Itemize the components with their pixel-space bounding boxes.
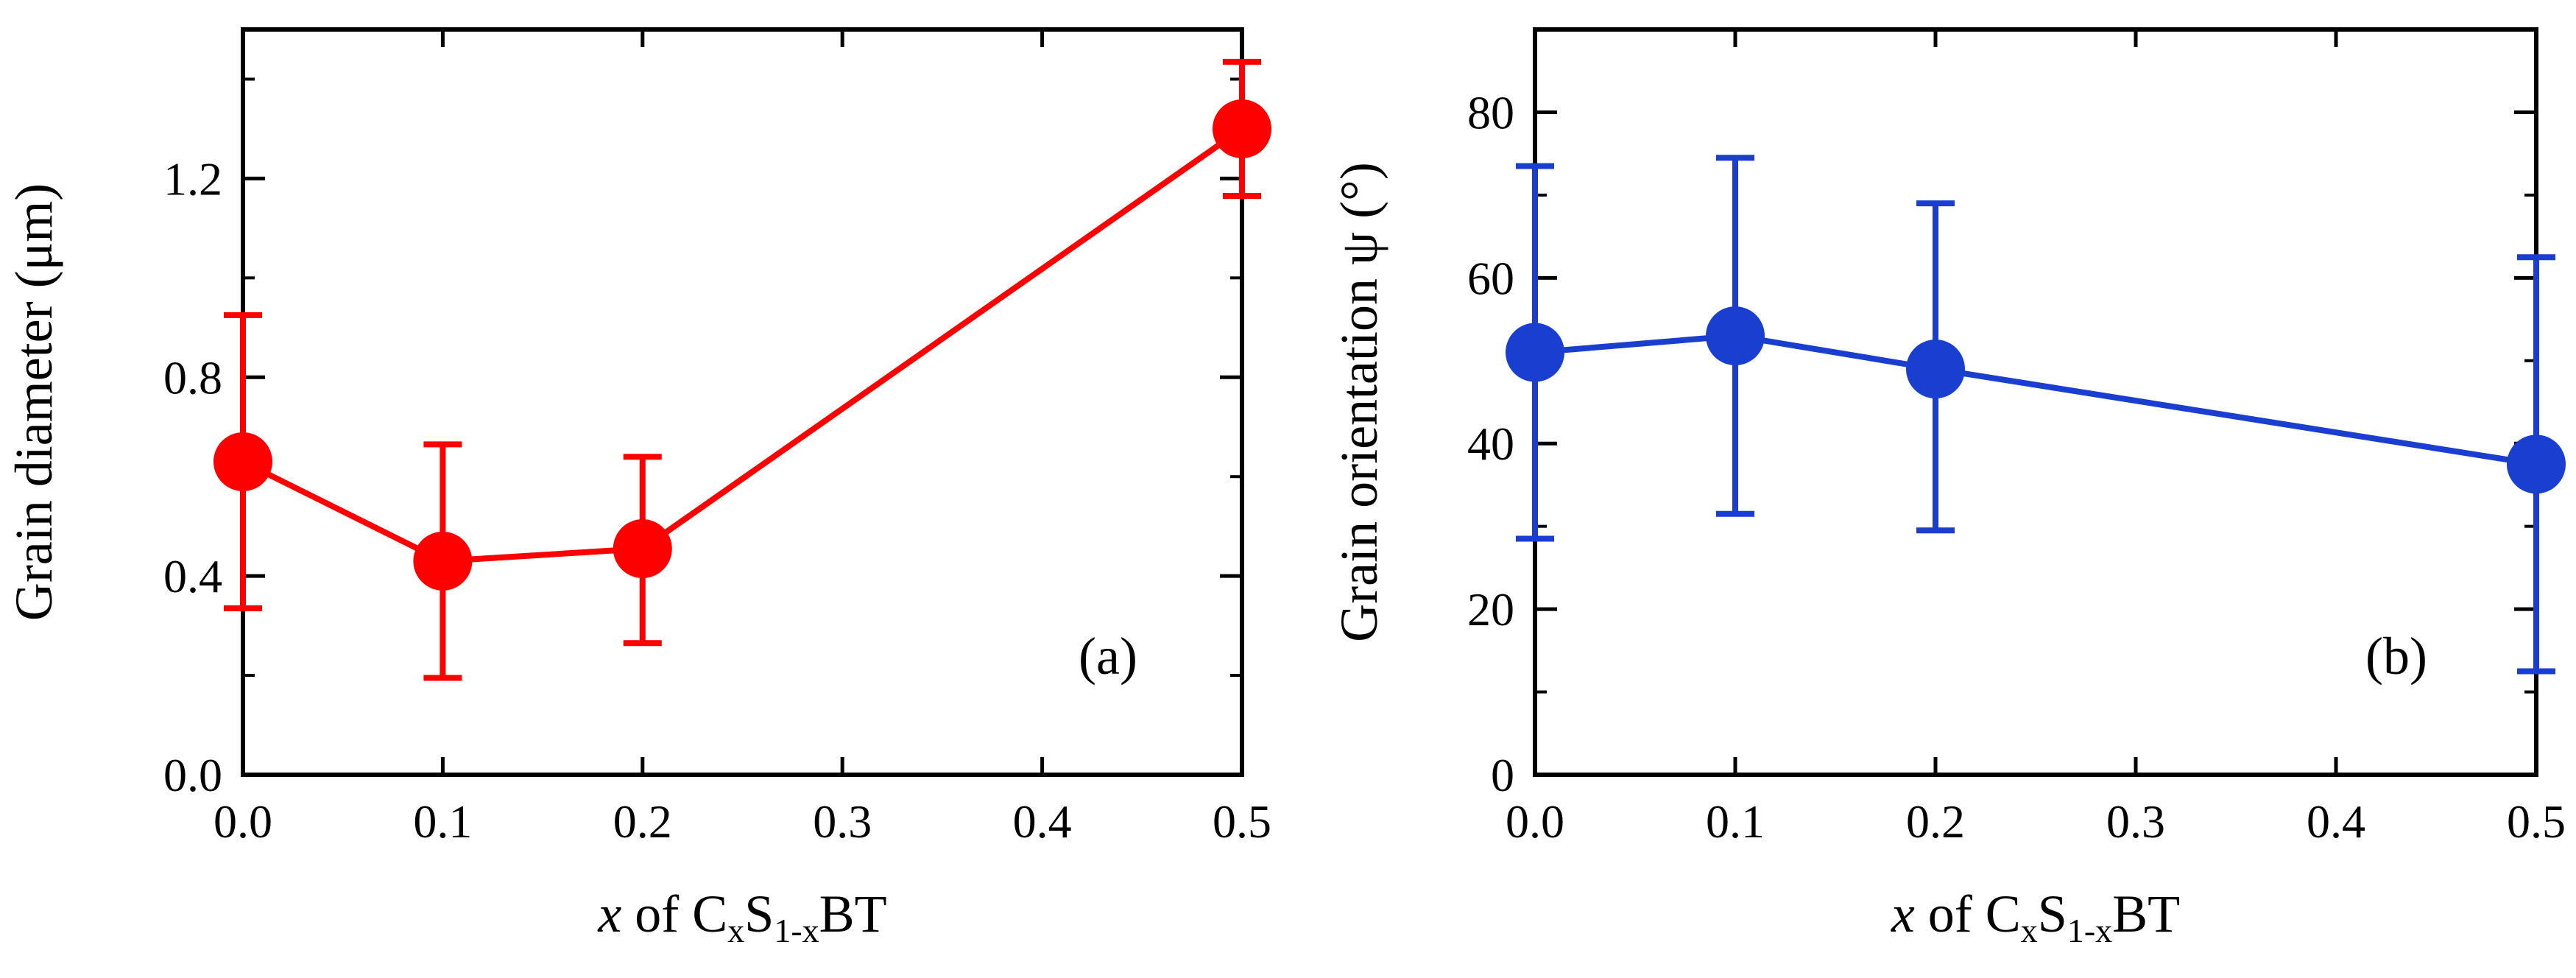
data-point: [413, 531, 473, 591]
x-axis-label-text: BT: [2112, 884, 2180, 943]
x-axis-label-text: S: [2038, 884, 2067, 943]
data-point: [2507, 435, 2566, 494]
x-axis-label: x of CxS1-xBT: [1891, 884, 2180, 949]
x-tick-label: 0.5: [2507, 795, 2566, 848]
x-tick-label: 0.0: [214, 795, 272, 848]
chart-panel-b: 0.0 0.1 0.2 0.3 0.4 0.5 0 20 40 60 80 Grain orienta…: [1330, 27, 2566, 949]
x-axis-label-text: of C: [621, 884, 727, 943]
data-point: [1906, 340, 1965, 399]
y-axis-label: Grain orientation ψ (°): [1330, 162, 1388, 642]
panel-label: (a): [1079, 627, 1137, 686]
y-tick-label: 0.4: [163, 550, 222, 602]
x-tick-label: 0.4: [2307, 795, 2365, 848]
x-tick-label: 0.3: [813, 795, 872, 848]
x-tick-label: 0.1: [1706, 795, 1765, 848]
y-tick-label: 60: [1467, 252, 1514, 304]
x-axis-label: x of CxS1-xBT: [597, 884, 886, 949]
panel-label: (b): [2365, 627, 2427, 686]
y-tick-label: 20: [1467, 583, 1514, 636]
y-tick-label: 80: [1467, 86, 1514, 138]
x-tick-label: 0.1: [413, 795, 472, 848]
y-axis-label: Grain diameter (μm): [4, 183, 63, 621]
x-axis-label-text: of C: [1915, 884, 2021, 943]
series-line: [241, 126, 1244, 564]
chart-panel-a: 0.0 0.1 0.2 0.3 0.4 0.5 0.0 0.4 0.8 1.2 Grain diam…: [4, 27, 1271, 949]
y-tick-label: 0.0: [163, 749, 222, 801]
y-tick-label: 40: [1467, 418, 1514, 470]
x-tick-label: 0.4: [1013, 795, 1072, 848]
x-axis-label-var: x: [1891, 884, 1915, 943]
x-axis-label-sub: 1-x: [774, 912, 819, 949]
x-tick-label: 0.5: [1213, 795, 1271, 848]
x-axis-label-sub: x: [727, 912, 744, 949]
data-point: [613, 519, 672, 579]
x-tick-label: 0.3: [2106, 795, 2165, 848]
x-axis-label-text: BT: [819, 884, 887, 943]
y-tick-label: 0.8: [163, 351, 222, 404]
x-axis-label-var: x: [597, 884, 621, 943]
data-point: [1706, 306, 1765, 366]
y-tick-label: 1.2: [163, 152, 222, 205]
x-axis-label-sub: 1-x: [2067, 912, 2112, 949]
x-axis-label-sub: x: [2021, 912, 2038, 949]
data-point: [1213, 99, 1271, 158]
x-tick-label: 0.2: [613, 795, 672, 848]
x-tick-label: 0.0: [1506, 795, 1564, 848]
series-line: [1534, 333, 2537, 468]
data-point: [214, 432, 272, 491]
x-axis-label-text: S: [744, 884, 774, 943]
y-tick-label: 0: [1491, 749, 1514, 801]
data-point: [1506, 323, 1564, 382]
x-tick-label: 0.2: [1906, 795, 1965, 848]
